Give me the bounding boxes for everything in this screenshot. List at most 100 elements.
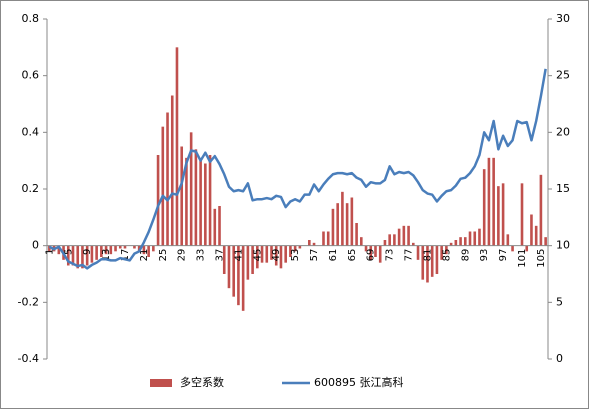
x-tick-label: 41 — [233, 249, 244, 262]
bar — [326, 231, 330, 246]
bar — [85, 245, 89, 266]
x-tick-label: 37 — [215, 249, 226, 262]
x-tick-label: 89 — [460, 249, 471, 262]
bar — [539, 174, 543, 246]
bar — [274, 245, 278, 266]
bar — [383, 240, 387, 246]
y-tick-label: 0.2 — [22, 182, 40, 195]
bar — [511, 245, 514, 252]
bar — [161, 126, 165, 246]
x-tick-label: 21 — [139, 249, 150, 262]
x-tick-label: 29 — [177, 249, 188, 262]
bar — [397, 228, 401, 246]
bar — [463, 237, 467, 246]
bar — [440, 245, 443, 260]
x-tick-label: 57 — [309, 249, 320, 262]
bar — [270, 245, 273, 260]
bar — [251, 245, 254, 274]
bar — [478, 228, 481, 246]
bar — [360, 237, 363, 246]
bar — [185, 157, 188, 246]
bar — [256, 245, 259, 269]
x-tick-label: 85 — [441, 249, 452, 262]
legend-label: 600895 张江高科 — [314, 375, 404, 389]
bar — [279, 245, 283, 269]
x-tick-label: 49 — [271, 249, 282, 262]
bar — [355, 223, 358, 246]
bar — [534, 225, 538, 246]
bar — [289, 245, 292, 257]
y2-tick-label: 20 — [556, 125, 570, 138]
bar — [298, 245, 302, 249]
bar — [341, 191, 344, 246]
bar — [525, 245, 529, 252]
bar — [374, 245, 377, 257]
bar — [152, 245, 155, 252]
bar — [402, 225, 406, 246]
bar — [166, 112, 169, 246]
bar — [180, 146, 184, 246]
bar — [246, 245, 250, 280]
y-tick-label: -0.2 — [18, 295, 39, 308]
bar — [426, 245, 429, 283]
x-tick-label: 105 — [536, 249, 547, 268]
bar — [364, 245, 368, 252]
bar — [194, 149, 198, 246]
bar — [170, 95, 174, 246]
bar — [312, 242, 316, 246]
bar — [100, 245, 103, 257]
x-tick-label: 101 — [517, 249, 528, 268]
bar — [407, 225, 410, 246]
bar — [530, 214, 533, 246]
bar — [218, 206, 221, 246]
x-tick-label: 93 — [479, 249, 490, 262]
bar — [123, 245, 127, 249]
bar — [227, 245, 231, 289]
x-tick-label: 45 — [252, 249, 263, 262]
x-tick-label: 65 — [347, 249, 358, 262]
bar — [222, 245, 226, 274]
bar — [66, 245, 70, 266]
bar — [156, 155, 160, 246]
bar — [118, 245, 122, 249]
bar — [369, 245, 373, 260]
bar — [421, 245, 425, 280]
x-tick-label: 5 — [63, 249, 74, 255]
bar — [454, 240, 458, 246]
bar — [445, 245, 448, 255]
x-tick-label: 77 — [404, 249, 415, 262]
bar — [393, 234, 396, 246]
bar — [114, 245, 117, 252]
y2-tick-label: 25 — [556, 69, 570, 82]
x-tick-label: 69 — [366, 249, 377, 262]
bar — [350, 197, 354, 246]
bar — [147, 245, 150, 257]
line — [48, 68, 547, 270]
bar — [430, 245, 434, 277]
bar — [90, 245, 94, 263]
x-tick-label: 81 — [422, 249, 433, 262]
bar — [482, 169, 486, 246]
bar — [241, 245, 245, 311]
y2-tick-label: 0 — [556, 352, 563, 365]
x-tick-label: 97 — [498, 249, 509, 262]
bar — [104, 245, 108, 255]
bar — [322, 231, 325, 246]
bar — [435, 245, 439, 274]
x-tick-label: 9 — [82, 249, 93, 255]
bar — [345, 203, 349, 246]
bar — [109, 245, 113, 255]
bar — [416, 245, 420, 260]
bar — [71, 245, 75, 266]
bar — [308, 240, 311, 246]
bar — [284, 245, 287, 263]
bar — [189, 132, 193, 246]
y-tick-label: 0.4 — [22, 125, 40, 138]
bar — [411, 242, 415, 246]
x-tick-label: 25 — [158, 249, 169, 262]
y2-tick-label: 15 — [556, 182, 570, 195]
bar — [468, 231, 472, 246]
bar — [133, 245, 136, 249]
bar — [487, 157, 491, 246]
